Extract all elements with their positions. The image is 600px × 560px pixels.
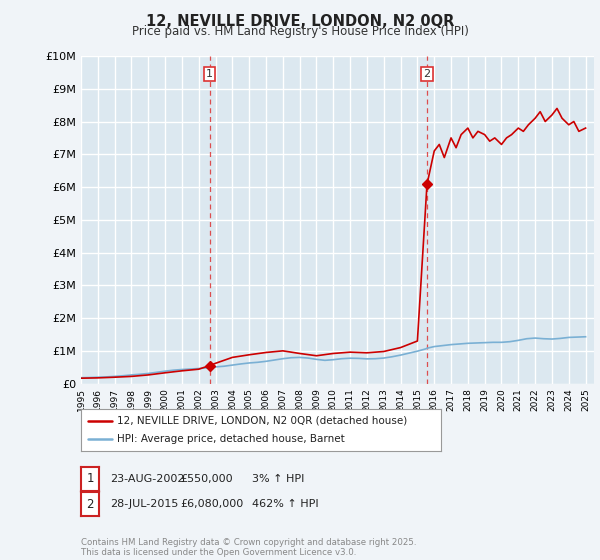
Text: 12, NEVILLE DRIVE, LONDON, N2 0QR (detached house): 12, NEVILLE DRIVE, LONDON, N2 0QR (detac… xyxy=(117,416,407,426)
Text: Price paid vs. HM Land Registry's House Price Index (HPI): Price paid vs. HM Land Registry's House … xyxy=(131,25,469,38)
Text: 1: 1 xyxy=(206,69,213,79)
Text: 3% ↑ HPI: 3% ↑ HPI xyxy=(252,474,304,484)
Text: 1: 1 xyxy=(86,472,94,486)
Text: 23-AUG-2002: 23-AUG-2002 xyxy=(110,474,184,484)
Text: 28-JUL-2015: 28-JUL-2015 xyxy=(110,499,178,509)
Text: £6,080,000: £6,080,000 xyxy=(180,499,243,509)
Text: 462% ↑ HPI: 462% ↑ HPI xyxy=(252,499,319,509)
Text: £550,000: £550,000 xyxy=(180,474,233,484)
Text: 12, NEVILLE DRIVE, LONDON, N2 0QR: 12, NEVILLE DRIVE, LONDON, N2 0QR xyxy=(146,14,454,29)
Text: 2: 2 xyxy=(424,69,431,79)
Text: HPI: Average price, detached house, Barnet: HPI: Average price, detached house, Barn… xyxy=(117,434,345,444)
Text: 2: 2 xyxy=(86,497,94,511)
Text: Contains HM Land Registry data © Crown copyright and database right 2025.
This d: Contains HM Land Registry data © Crown c… xyxy=(81,538,416,557)
